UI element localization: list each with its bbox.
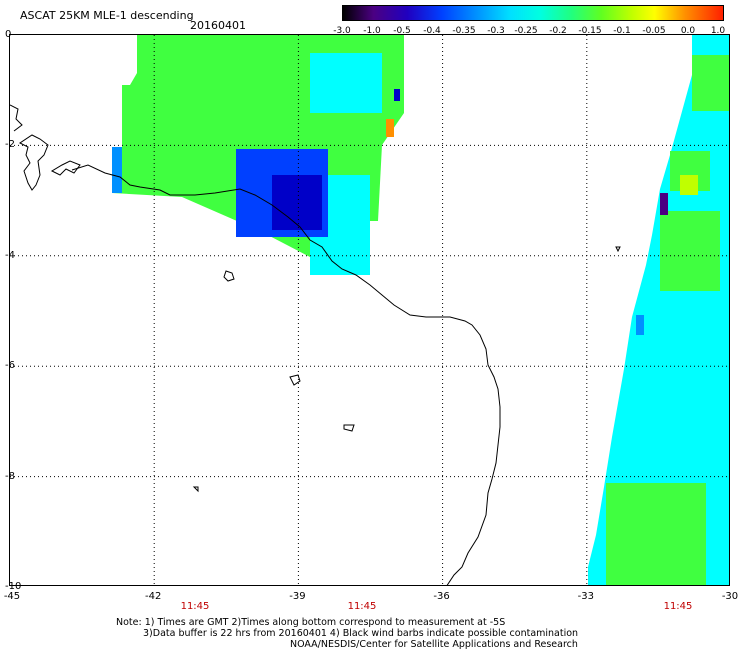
map-plot (9, 34, 730, 586)
lat-label: -6 (5, 360, 15, 372)
coastline-islet (223, 270, 235, 282)
coastline-islet (615, 246, 621, 253)
coastline-brazil (71, 164, 501, 585)
coastline-delta (50, 160, 81, 176)
colorbar-tick: -0.15 (578, 26, 602, 36)
east-swath-low-cell (660, 193, 668, 215)
colorbar-tick: -0.5 (393, 26, 411, 36)
map-date: 20160401 (190, 19, 246, 32)
lat-label: -4 (5, 249, 15, 261)
colorbar-tick: -0.4 (423, 26, 441, 36)
east-swath-green-patch (660, 211, 720, 291)
east-swath-blue-cell (636, 315, 644, 335)
time-label: 11:45 (180, 601, 210, 612)
west-swath-cyan-patch (310, 53, 382, 113)
colorbar-tick: -3.0 (333, 26, 351, 36)
lat-label: -10 (5, 581, 22, 592)
time-label: 11:45 (347, 601, 377, 612)
coastline-islet (192, 486, 199, 493)
west-swath-edge-cells (112, 147, 122, 193)
coastline (10, 104, 621, 585)
note-line-2: 3)Data buffer is 22 hrs from 20160401 4)… (143, 628, 579, 639)
colorbar-tick: 1.0 (710, 26, 726, 36)
map-title: ASCAT 25KM MLE-1 descending (20, 9, 194, 22)
colorbar-tick: -0.2 (549, 26, 567, 36)
lon-label: -33 (577, 591, 594, 602)
lon-label: -39 (289, 591, 306, 602)
coastline-islet (343, 424, 355, 432)
lat-label: -2 (5, 139, 15, 151)
coastline-west (10, 104, 23, 132)
note-line-1: Note: 1) Times are GMT 2)Times along bot… (116, 617, 506, 628)
lon-label: -30 (721, 591, 739, 602)
colorbar-tick: -1.0 (363, 26, 381, 36)
lon-label: -42 (145, 591, 162, 602)
coastline-island (19, 134, 49, 191)
east-swath-yellow-patch (680, 175, 698, 195)
colorbar-tick: -0.1 (613, 26, 631, 36)
map-canvas (10, 35, 729, 585)
lon-label: -45 (3, 591, 21, 602)
colorbar (342, 5, 724, 21)
west-swath-min-patch (272, 175, 322, 230)
colorbar-tick: -0.05 (642, 26, 666, 36)
lat-label: 0 (5, 29, 12, 40)
lon-label: -36 (433, 591, 450, 602)
east-swath-green-patch (606, 483, 706, 585)
colorbar-tick: -0.3 (487, 26, 505, 36)
colorbar-tick: -0.25 (514, 26, 538, 36)
note-line-3: NOAA/NESDIS/Center for Satellite Applica… (290, 639, 578, 650)
wind-swaths (112, 35, 729, 585)
east-swath-green-patch (692, 55, 729, 111)
colorbar-tick: 0.0 (680, 26, 696, 36)
time-label: 11:45 (663, 601, 693, 612)
west-swath-edge-cell (394, 89, 400, 101)
west-swath-high-cell (386, 119, 394, 137)
colorbar-tick: -0.35 (452, 26, 476, 36)
lat-label: -8 (5, 470, 15, 482)
lat-lon-grid (10, 35, 729, 585)
coastline-islet (289, 374, 301, 386)
